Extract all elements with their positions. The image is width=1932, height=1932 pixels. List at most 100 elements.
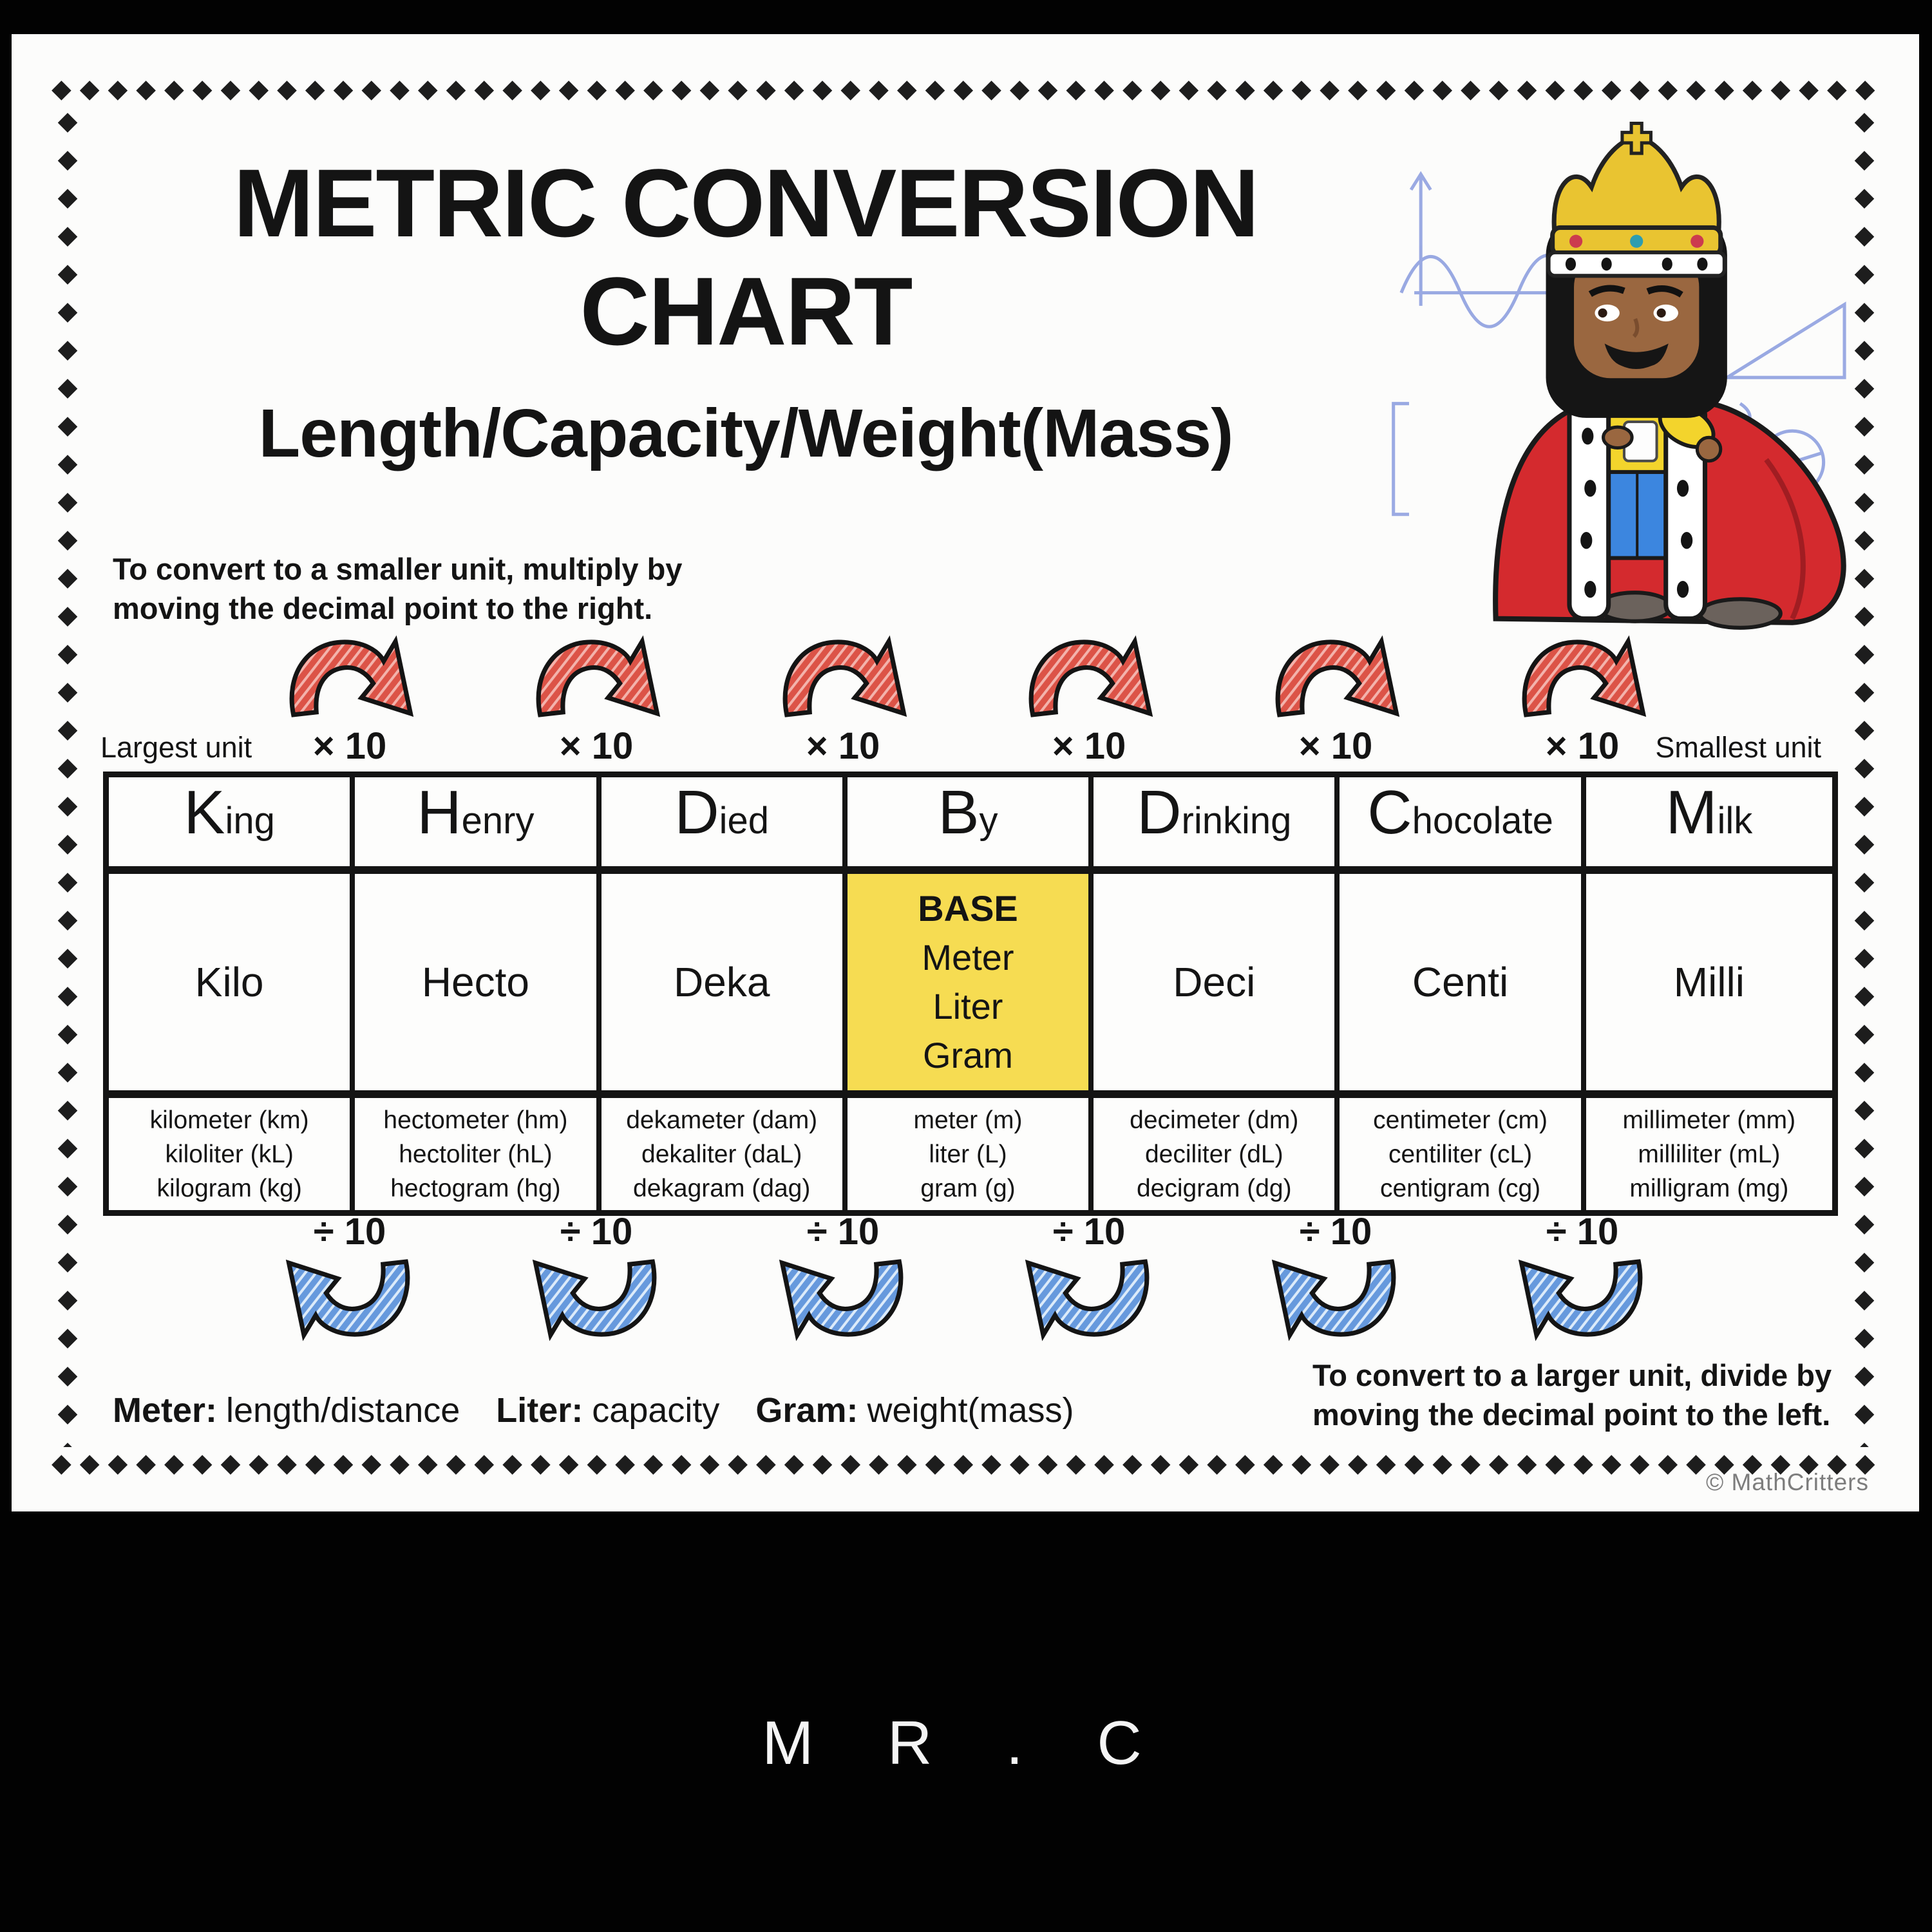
prefix-label: Deka bbox=[674, 959, 770, 1005]
unit-capacity: liter (L) bbox=[929, 1140, 1007, 1168]
units-cell: hectometer (hm) hectoliter (hL) hectogra… bbox=[355, 1098, 601, 1210]
prefix-cell: Kilo bbox=[109, 874, 355, 1098]
legend-item-meter: Meter: length/distance bbox=[113, 1390, 460, 1430]
unit-length: centimeter (cm) bbox=[1373, 1106, 1548, 1134]
smallest-unit-label: Smallest unit bbox=[1655, 731, 1821, 764]
unit-capacity: hectoliter (hL) bbox=[399, 1140, 553, 1168]
multiply-rule-line-1: To convert to a smaller unit, multiply b… bbox=[113, 552, 683, 586]
unit-length: dekameter (dam) bbox=[626, 1106, 818, 1134]
unit-mass: decigram (dg) bbox=[1136, 1174, 1292, 1202]
mnemonic-rest: hocolate bbox=[1412, 800, 1553, 842]
unit-capacity: milliliter (mL) bbox=[1638, 1140, 1781, 1168]
multiply-arrow-icon bbox=[1266, 635, 1405, 720]
diamond-border-bottom: ◆◆◆◆◆◆◆◆◆◆◆◆◆◆◆◆◆◆◆◆◆◆◆◆◆◆◆◆◆◆◆◆◆◆◆◆◆◆◆◆… bbox=[52, 1449, 1879, 1477]
divide-by-ten-label: ÷ 10 bbox=[1546, 1211, 1619, 1253]
base-label: BASE bbox=[918, 888, 1018, 929]
multiply-arrow-icon bbox=[773, 635, 913, 720]
metric-chart-poster: ◆◆◆◆◆◆◆◆◆◆◆◆◆◆◆◆◆◆◆◆◆◆◆◆◆◆◆◆◆◆◆◆◆◆◆◆◆◆◆◆… bbox=[12, 34, 1919, 1511]
legend-item-liter: Liter: capacity bbox=[496, 1390, 719, 1430]
math-king-illustration bbox=[1392, 121, 1846, 630]
unit-capacity: dekaliter (daL) bbox=[641, 1140, 802, 1168]
multiply-by-ten-label: × 10 bbox=[1052, 725, 1126, 767]
divide-rule-note: To convert to a larger unit, divide by m… bbox=[1312, 1356, 1879, 1434]
legend-definition: capacity bbox=[592, 1391, 720, 1430]
divide-rule-line-1: To convert to a larger unit, divide by bbox=[1312, 1358, 1832, 1392]
prefix-label: Hecto bbox=[421, 959, 530, 1005]
multiply-by-ten-label: × 10 bbox=[1545, 725, 1620, 767]
multiply-by-ten-label: × 10 bbox=[806, 725, 880, 767]
legend-definition: weight(mass) bbox=[867, 1391, 1074, 1430]
multiply-rule-line-2: moving the decimal point to the right. bbox=[113, 591, 653, 625]
page-title: METRIC CONVERSION CHART bbox=[108, 149, 1383, 365]
prefix-cell: Deka bbox=[601, 874, 848, 1098]
mnemonic-rest: ied bbox=[719, 800, 770, 842]
legend-definition: length/distance bbox=[226, 1391, 460, 1430]
multiply-arrow-icon bbox=[1019, 635, 1159, 720]
legend-item-gram: Gram: weight(mass) bbox=[755, 1390, 1074, 1430]
multiply-arrow-icon bbox=[1513, 635, 1652, 720]
unit-length: kilometer (km) bbox=[149, 1106, 309, 1134]
units-cell: centimeter (cm) centiliter (cL) centigra… bbox=[1340, 1098, 1586, 1210]
copyright-credit: © MathCritters bbox=[1705, 1469, 1869, 1495]
base-unit-liter: Liter bbox=[933, 986, 1003, 1027]
prefix-label: Milli bbox=[1673, 959, 1745, 1005]
units-cell: kilometer (km) kiloliter (kL) kilogram (… bbox=[109, 1098, 355, 1210]
divide-by-ten-label: ÷ 10 bbox=[560, 1211, 633, 1253]
mnemonic-rest: ing bbox=[225, 800, 275, 842]
base-unit-cell: BASE Meter Liter Gram bbox=[847, 874, 1094, 1098]
unit-length: meter (m) bbox=[913, 1106, 1023, 1134]
prefix-label: Deci bbox=[1173, 959, 1256, 1005]
divide-by-ten-label: ÷ 10 bbox=[313, 1211, 386, 1253]
prefix-cell: Centi bbox=[1340, 874, 1586, 1098]
unit-length: decimeter (dm) bbox=[1130, 1106, 1299, 1134]
unit-capacity: deciliter (dL) bbox=[1144, 1140, 1283, 1168]
unit-mass: gram (g) bbox=[920, 1174, 1016, 1202]
unit-length: millimeter (mm) bbox=[1622, 1106, 1796, 1134]
diamond-border-left: ◆◆◆◆◆◆◆◆◆◆◆◆◆◆◆◆◆◆◆◆◆◆◆◆◆◆◆◆◆◆◆◆◆◆◆◆◆◆◆◆… bbox=[52, 106, 82, 1447]
base-unit-gram: Gram bbox=[922, 1035, 1013, 1075]
mnemonic-rest: ilk bbox=[1717, 800, 1753, 842]
multiply-rule-note: To convert to a smaller unit, multiply b… bbox=[113, 549, 682, 628]
divide-arrow-icon bbox=[280, 1256, 419, 1341]
multiply-arrow-icon bbox=[527, 635, 666, 720]
multiply-by-ten-label: × 10 bbox=[312, 725, 387, 767]
divide-arrow-icon bbox=[527, 1256, 666, 1341]
largest-unit-label: Largest unit bbox=[100, 731, 252, 764]
divide-arrow-icon bbox=[1019, 1256, 1159, 1341]
diamond-border-right: ◆◆◆◆◆◆◆◆◆◆◆◆◆◆◆◆◆◆◆◆◆◆◆◆◆◆◆◆◆◆◆◆◆◆◆◆◆◆◆◆… bbox=[1848, 106, 1879, 1447]
base-unit-meter: Meter bbox=[922, 937, 1014, 978]
king-figure bbox=[1493, 121, 1846, 630]
mnemonic-initial: H bbox=[417, 778, 462, 847]
divide-by-ten-label: ÷ 10 bbox=[806, 1211, 880, 1253]
divide-arrow-icon bbox=[1513, 1256, 1652, 1341]
unit-length: hectometer (hm) bbox=[383, 1106, 568, 1134]
divide-arrow-icon bbox=[773, 1256, 913, 1341]
divide-rule-line-2: moving the decimal point to the left. bbox=[1312, 1397, 1831, 1432]
mnemonic-initial: M bbox=[1665, 778, 1718, 847]
prefix-cell: Hecto bbox=[355, 874, 601, 1098]
prefix-label: Kilo bbox=[194, 959, 264, 1005]
divide-arrow-icon bbox=[1266, 1256, 1405, 1341]
unit-mass: centigram (cg) bbox=[1379, 1174, 1541, 1202]
mnemonic-rest: rinking bbox=[1181, 800, 1292, 842]
base-units-legend: Meter: length/distance Liter: capacity Gra… bbox=[113, 1390, 1074, 1430]
mnemonic-rest: enry bbox=[461, 800, 535, 842]
legend-term: Meter: bbox=[113, 1391, 218, 1430]
prefix-cell: Deci bbox=[1094, 874, 1340, 1098]
mnemonic-initial: K bbox=[184, 778, 225, 847]
page-subtitle: Length/Capacity/Weight(Mass) bbox=[258, 395, 1233, 471]
units-cell: decimeter (dm) deciliter (dL) decigram (… bbox=[1094, 1098, 1340, 1210]
prefix-label: Centi bbox=[1412, 959, 1509, 1005]
divide-by-ten-label: ÷ 10 bbox=[1052, 1211, 1126, 1253]
unit-mass: kilogram (kg) bbox=[156, 1174, 302, 1202]
legend-term: Liter: bbox=[496, 1391, 583, 1430]
diamond-border-top: ◆◆◆◆◆◆◆◆◆◆◆◆◆◆◆◆◆◆◆◆◆◆◆◆◆◆◆◆◆◆◆◆◆◆◆◆◆◆◆◆… bbox=[52, 75, 1879, 103]
unit-mass: milligram (mg) bbox=[1629, 1174, 1789, 1202]
